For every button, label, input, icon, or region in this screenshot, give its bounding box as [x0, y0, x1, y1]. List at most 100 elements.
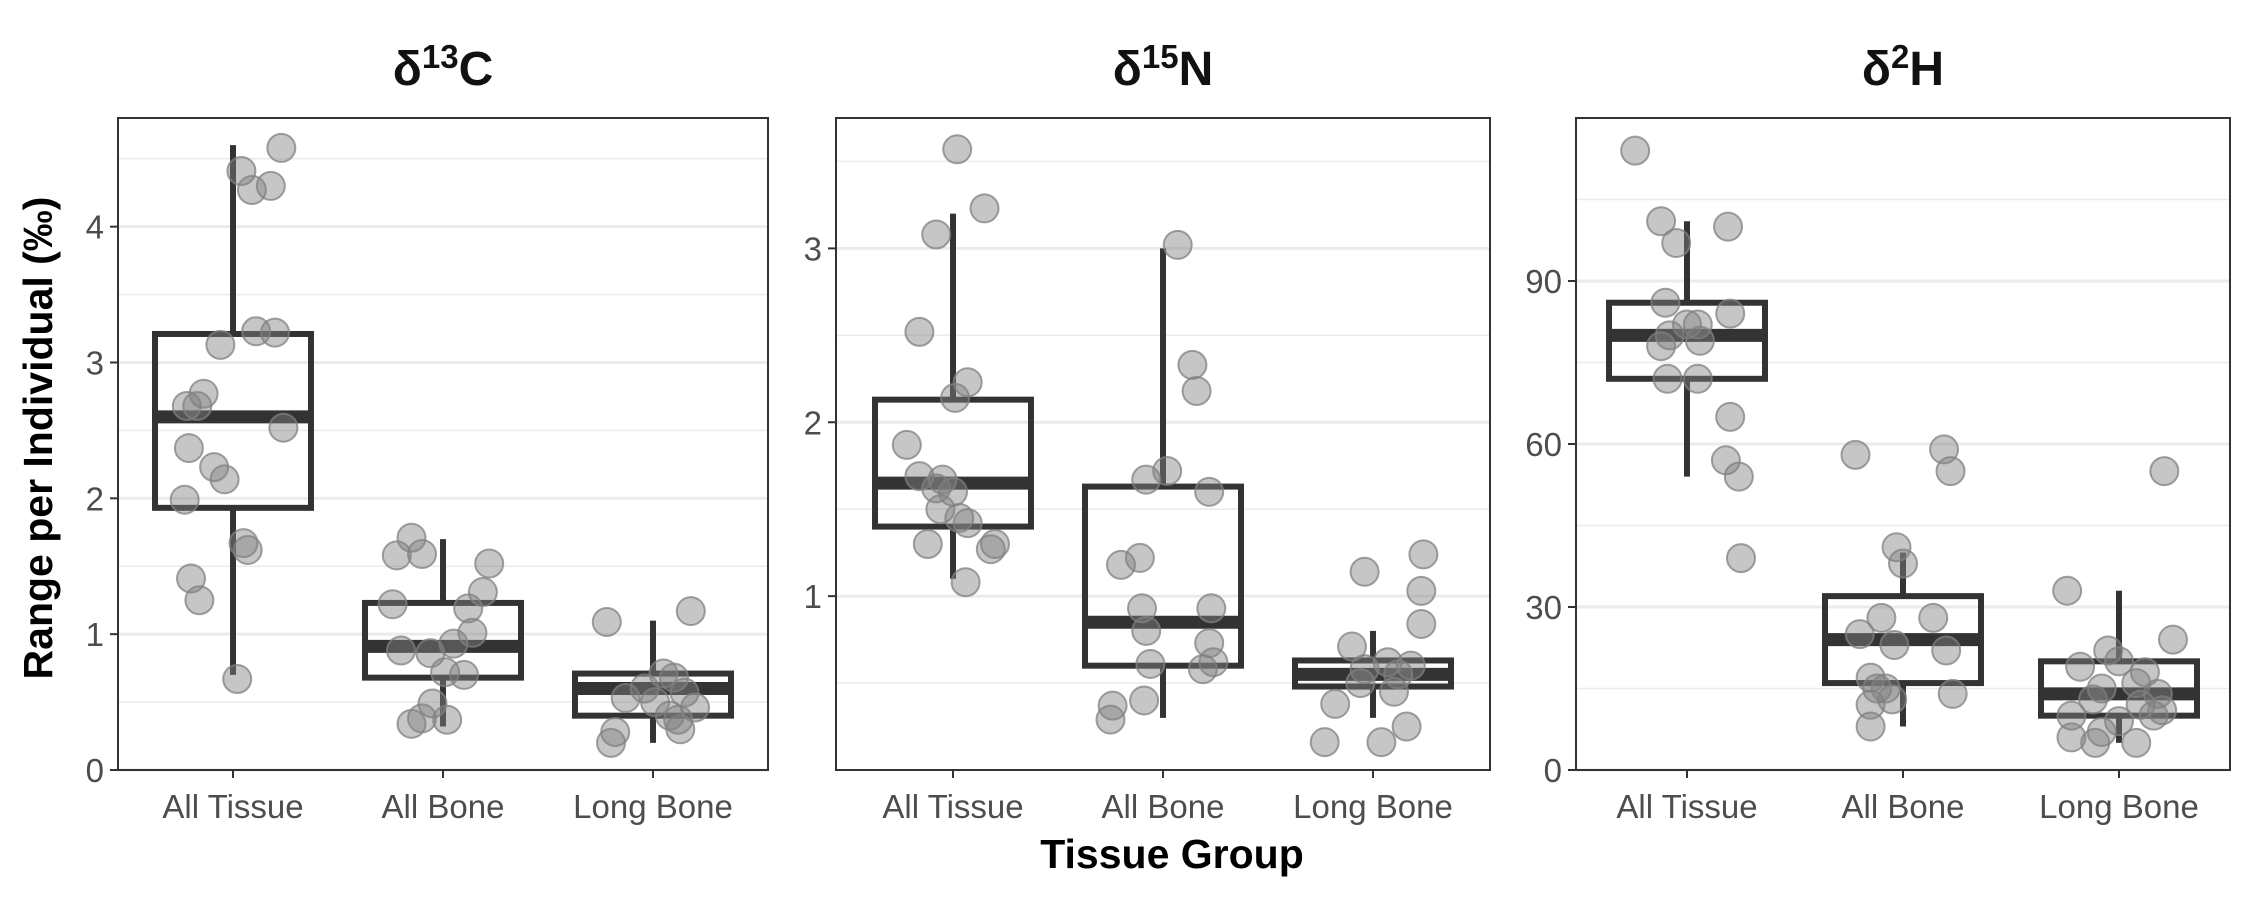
data-point	[663, 704, 694, 735]
data-point	[1918, 602, 1949, 633]
y-tick-label: 2	[804, 404, 822, 441]
y-tick-label: 30	[1525, 589, 1562, 626]
panel-title: δ13C	[393, 38, 494, 96]
data-point	[1620, 135, 1651, 166]
data-point	[2056, 700, 2087, 731]
data-point	[171, 390, 202, 421]
data-point	[1127, 593, 1157, 624]
data-point	[942, 134, 973, 165]
points-group	[169, 132, 710, 758]
data-point	[940, 382, 971, 413]
y-tick-label: 1	[804, 578, 822, 615]
x-tick-label: Long Bone	[573, 788, 733, 825]
data-point	[2080, 727, 2111, 758]
box-all-tissue	[872, 213, 1034, 579]
data-point	[205, 329, 236, 360]
x-tick-label: All Bone	[1842, 788, 1965, 825]
data-point	[975, 534, 1006, 565]
data-point	[925, 494, 956, 525]
x-tick-label: Long Bone	[1293, 788, 1453, 825]
data-point	[1106, 549, 1136, 580]
data-point	[1309, 727, 1340, 758]
data-point	[1194, 476, 1225, 507]
data-point	[432, 704, 463, 735]
data-point	[1682, 363, 1713, 394]
data-point	[1840, 439, 1871, 470]
data-point	[969, 193, 1000, 224]
y-tick-label: 0	[1544, 752, 1562, 789]
data-point	[610, 683, 641, 714]
data-point	[1162, 229, 1193, 260]
panel-title: δ2H	[1862, 38, 1944, 96]
y-tick-label: 1	[86, 616, 104, 653]
data-point	[209, 464, 240, 495]
box-iqr	[1082, 483, 1244, 669]
data-point	[2147, 695, 2178, 726]
data-point	[2121, 727, 2152, 758]
y-tick-label: 3	[86, 345, 104, 382]
data-point	[1726, 543, 1756, 574]
data-point	[1337, 631, 1367, 662]
data-point	[407, 539, 437, 570]
data-point	[222, 663, 253, 694]
data-point	[912, 528, 943, 559]
panel-title-delta: δ	[393, 43, 422, 96]
data-point	[1684, 325, 1715, 356]
panel-1: 0 1 2 3 4 All Tissue All Bone Long Bone δ13C	[86, 38, 769, 825]
data-point	[1723, 461, 1754, 492]
data-point	[1931, 635, 1962, 666]
data-point	[449, 659, 479, 690]
data-point	[232, 534, 263, 565]
panel-title-delta: δ	[1113, 43, 1142, 96]
data-point	[2065, 651, 2096, 682]
data-point	[1646, 331, 1677, 362]
y-tick-label: 60	[1525, 426, 1562, 463]
data-point	[1177, 349, 1208, 380]
data-point	[1395, 650, 1426, 681]
data-point	[1866, 602, 1897, 633]
data-point	[1124, 542, 1155, 573]
data-point	[1095, 704, 1126, 735]
data-point	[904, 316, 935, 347]
data-point	[1879, 630, 1910, 661]
data-point	[1715, 298, 1746, 329]
data-point	[1320, 688, 1351, 719]
data-point	[1406, 575, 1437, 606]
data-point	[2149, 456, 2180, 487]
data-point	[952, 367, 983, 398]
data-point	[226, 155, 257, 186]
data-point	[377, 589, 408, 620]
panel-title-element: C	[459, 43, 494, 96]
data-point	[2093, 635, 2124, 666]
panel-title-delta: δ	[1862, 43, 1891, 96]
panel-title-isotope-mass: 15	[1142, 38, 1179, 75]
panel-title: δ15N	[1113, 38, 1214, 96]
data-point	[457, 617, 488, 648]
data-point	[904, 461, 935, 492]
data-point	[1196, 593, 1227, 624]
data-point	[1881, 532, 1912, 563]
data-point	[453, 593, 484, 624]
data-point	[1855, 711, 1886, 742]
data-point	[1129, 685, 1160, 716]
data-point	[1937, 678, 1968, 709]
data-point	[1406, 608, 1437, 639]
data-point	[1181, 375, 1212, 406]
data-point	[980, 528, 1010, 559]
data-point	[2104, 646, 2134, 677]
x-tick-label: All Bone	[1102, 788, 1225, 825]
data-point	[1379, 676, 1409, 707]
x-tick-label: All Tissue	[162, 788, 303, 825]
data-point	[596, 727, 626, 758]
data-point	[236, 174, 267, 205]
x-axis-title: Tissue Group	[1040, 831, 1304, 877]
data-point	[1131, 615, 1162, 646]
data-point	[675, 596, 706, 627]
data-point	[944, 502, 975, 533]
data-point	[659, 662, 689, 693]
data-point	[1652, 363, 1683, 394]
data-point	[950, 567, 981, 598]
data-point	[1391, 711, 1422, 742]
data-point	[381, 540, 412, 571]
